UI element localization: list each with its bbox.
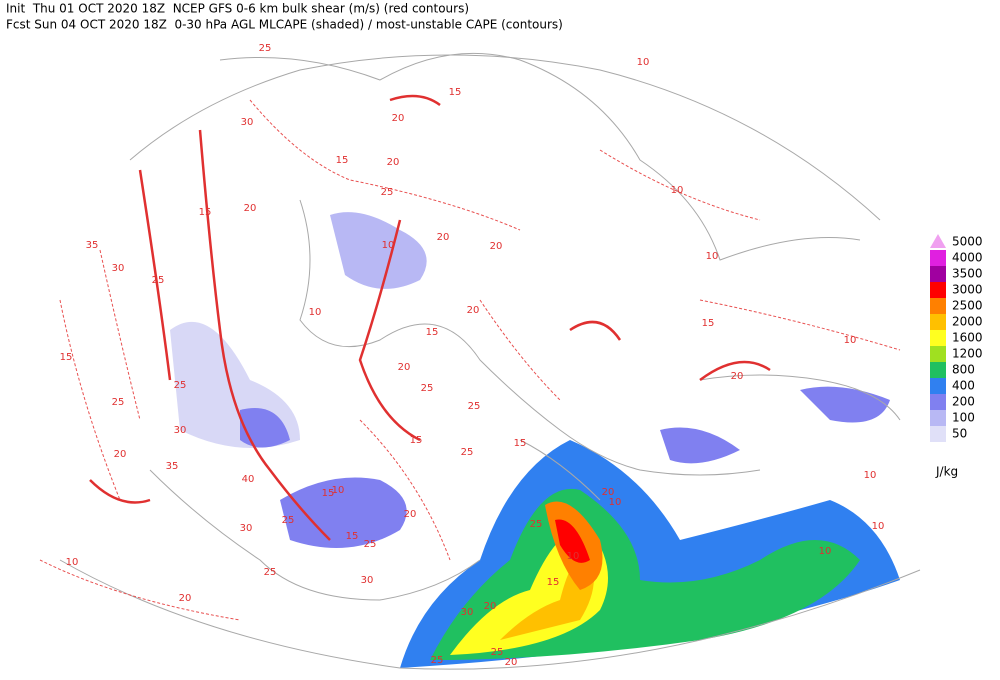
contour-label: 10 [332,485,345,496]
contour-label: 25 [468,401,481,412]
contour-label: 35 [166,461,179,472]
contour-label: 25 [431,655,444,666]
legend-swatch [930,378,946,394]
legend-label: 50 [952,427,967,441]
legend-swatch [930,250,946,266]
contour-label: 15 [426,327,439,338]
legend-label: 1200 [952,347,983,361]
legend-swatch [930,282,946,298]
legend-swatch [930,314,946,330]
legend-swatch [930,234,946,248]
legend-swatch [930,362,946,378]
legend-label: 400 [952,379,975,393]
contour-label: 20 [404,509,417,520]
contour-label: 15 [547,577,560,588]
contour-label: 15 [514,438,527,449]
legend-label: 2000 [952,315,983,329]
contour-label: 20 [731,371,744,382]
contour-label: 15 [322,488,335,499]
contour-label: 15 [336,155,349,166]
contour-label: 25 [364,539,377,550]
legend-swatch [930,394,946,410]
legend-label: 100 [952,411,975,425]
contour-label: 10 [609,497,622,508]
contour-label: 30 [112,263,125,274]
legend-swatch [930,266,946,282]
coastlines [59,52,921,670]
legend-unit: J/kg [935,465,958,479]
legend-swatch [930,298,946,314]
contour-label: 10 [819,546,832,557]
contour-label: 10 [872,521,885,532]
contour-label: 10 [706,251,719,262]
contour-label: 10 [637,57,650,68]
contour-label: 15 [346,531,359,542]
legend-label: 4000 [952,251,983,265]
contour-label: 35 [86,240,99,251]
contour-label: 30 [174,425,187,436]
legend-label: 200 [952,395,975,409]
legend-label: 2500 [952,299,983,313]
contour-label: 20 [244,203,257,214]
contour-label: 25 [282,515,295,526]
contour-label: 25 [112,397,125,408]
contour-label: 15 [199,207,212,218]
contour-label: 20 [387,157,400,168]
contour-label: 15 [449,87,462,98]
contour-label: 20 [505,657,518,668]
contour-label: 20 [114,449,127,460]
contour-label: 10 [382,240,395,251]
legend-label: 3500 [952,267,983,281]
contour-label: 20 [602,487,615,498]
contour-label: 30 [241,117,254,128]
contour-label: 20 [490,241,503,252]
contour-label: 15 [60,352,73,363]
contour-label: 20 [392,113,405,124]
contour-label: 25 [259,43,272,54]
contour-label: 25 [461,447,474,458]
contour-label: 10 [844,335,857,346]
legend-swatch [930,410,946,426]
contour-label: 10 [66,557,79,568]
legend-swatch [930,330,946,346]
contour-label: 10 [864,470,877,481]
cape-shading [170,212,900,668]
contour-label: 20 [179,593,192,604]
header-line: Init Thu 01 OCT 2020 18Z NCEP GFS 0-6 km… [6,2,469,16]
contour-label: 25 [421,383,434,394]
legend-label: 5000 [952,235,983,249]
contour-label: 20 [437,232,450,243]
contour-label: 25 [381,187,394,198]
contour-label: 20 [398,362,411,373]
legend-swatch [930,346,946,362]
contour-label: 10 [671,185,684,196]
contour-label: 30 [240,523,253,534]
contour-label: 30 [361,575,374,586]
contour-label: 25 [530,519,543,530]
legend-label: 800 [952,363,975,377]
contour-label: 20 [467,305,480,316]
contour-label: 25 [174,380,187,391]
contour-label: 40 [242,474,255,485]
contour-label: 25 [491,647,504,658]
contour-label: 25 [264,567,277,578]
contour-label: 10 [309,307,322,318]
header-line: Fcst Sun 04 OCT 2020 18Z 0-30 hPa AGL ML… [6,18,563,32]
contour-label: 20 [484,601,497,612]
contour-label: 15 [410,435,423,446]
legend-label: 1600 [952,331,983,345]
contour-label: 30 [461,607,474,618]
legend-swatch [930,426,946,442]
contour-label: 10 [567,551,580,562]
shear-contours [39,94,901,621]
contour-label: 15 [702,318,715,329]
legend-label: 3000 [952,283,983,297]
legend: 5000 4000 3500 3000 2500 2000 1600 1200 800 400 20… [930,234,983,479]
contour-label: 25 [152,275,165,286]
